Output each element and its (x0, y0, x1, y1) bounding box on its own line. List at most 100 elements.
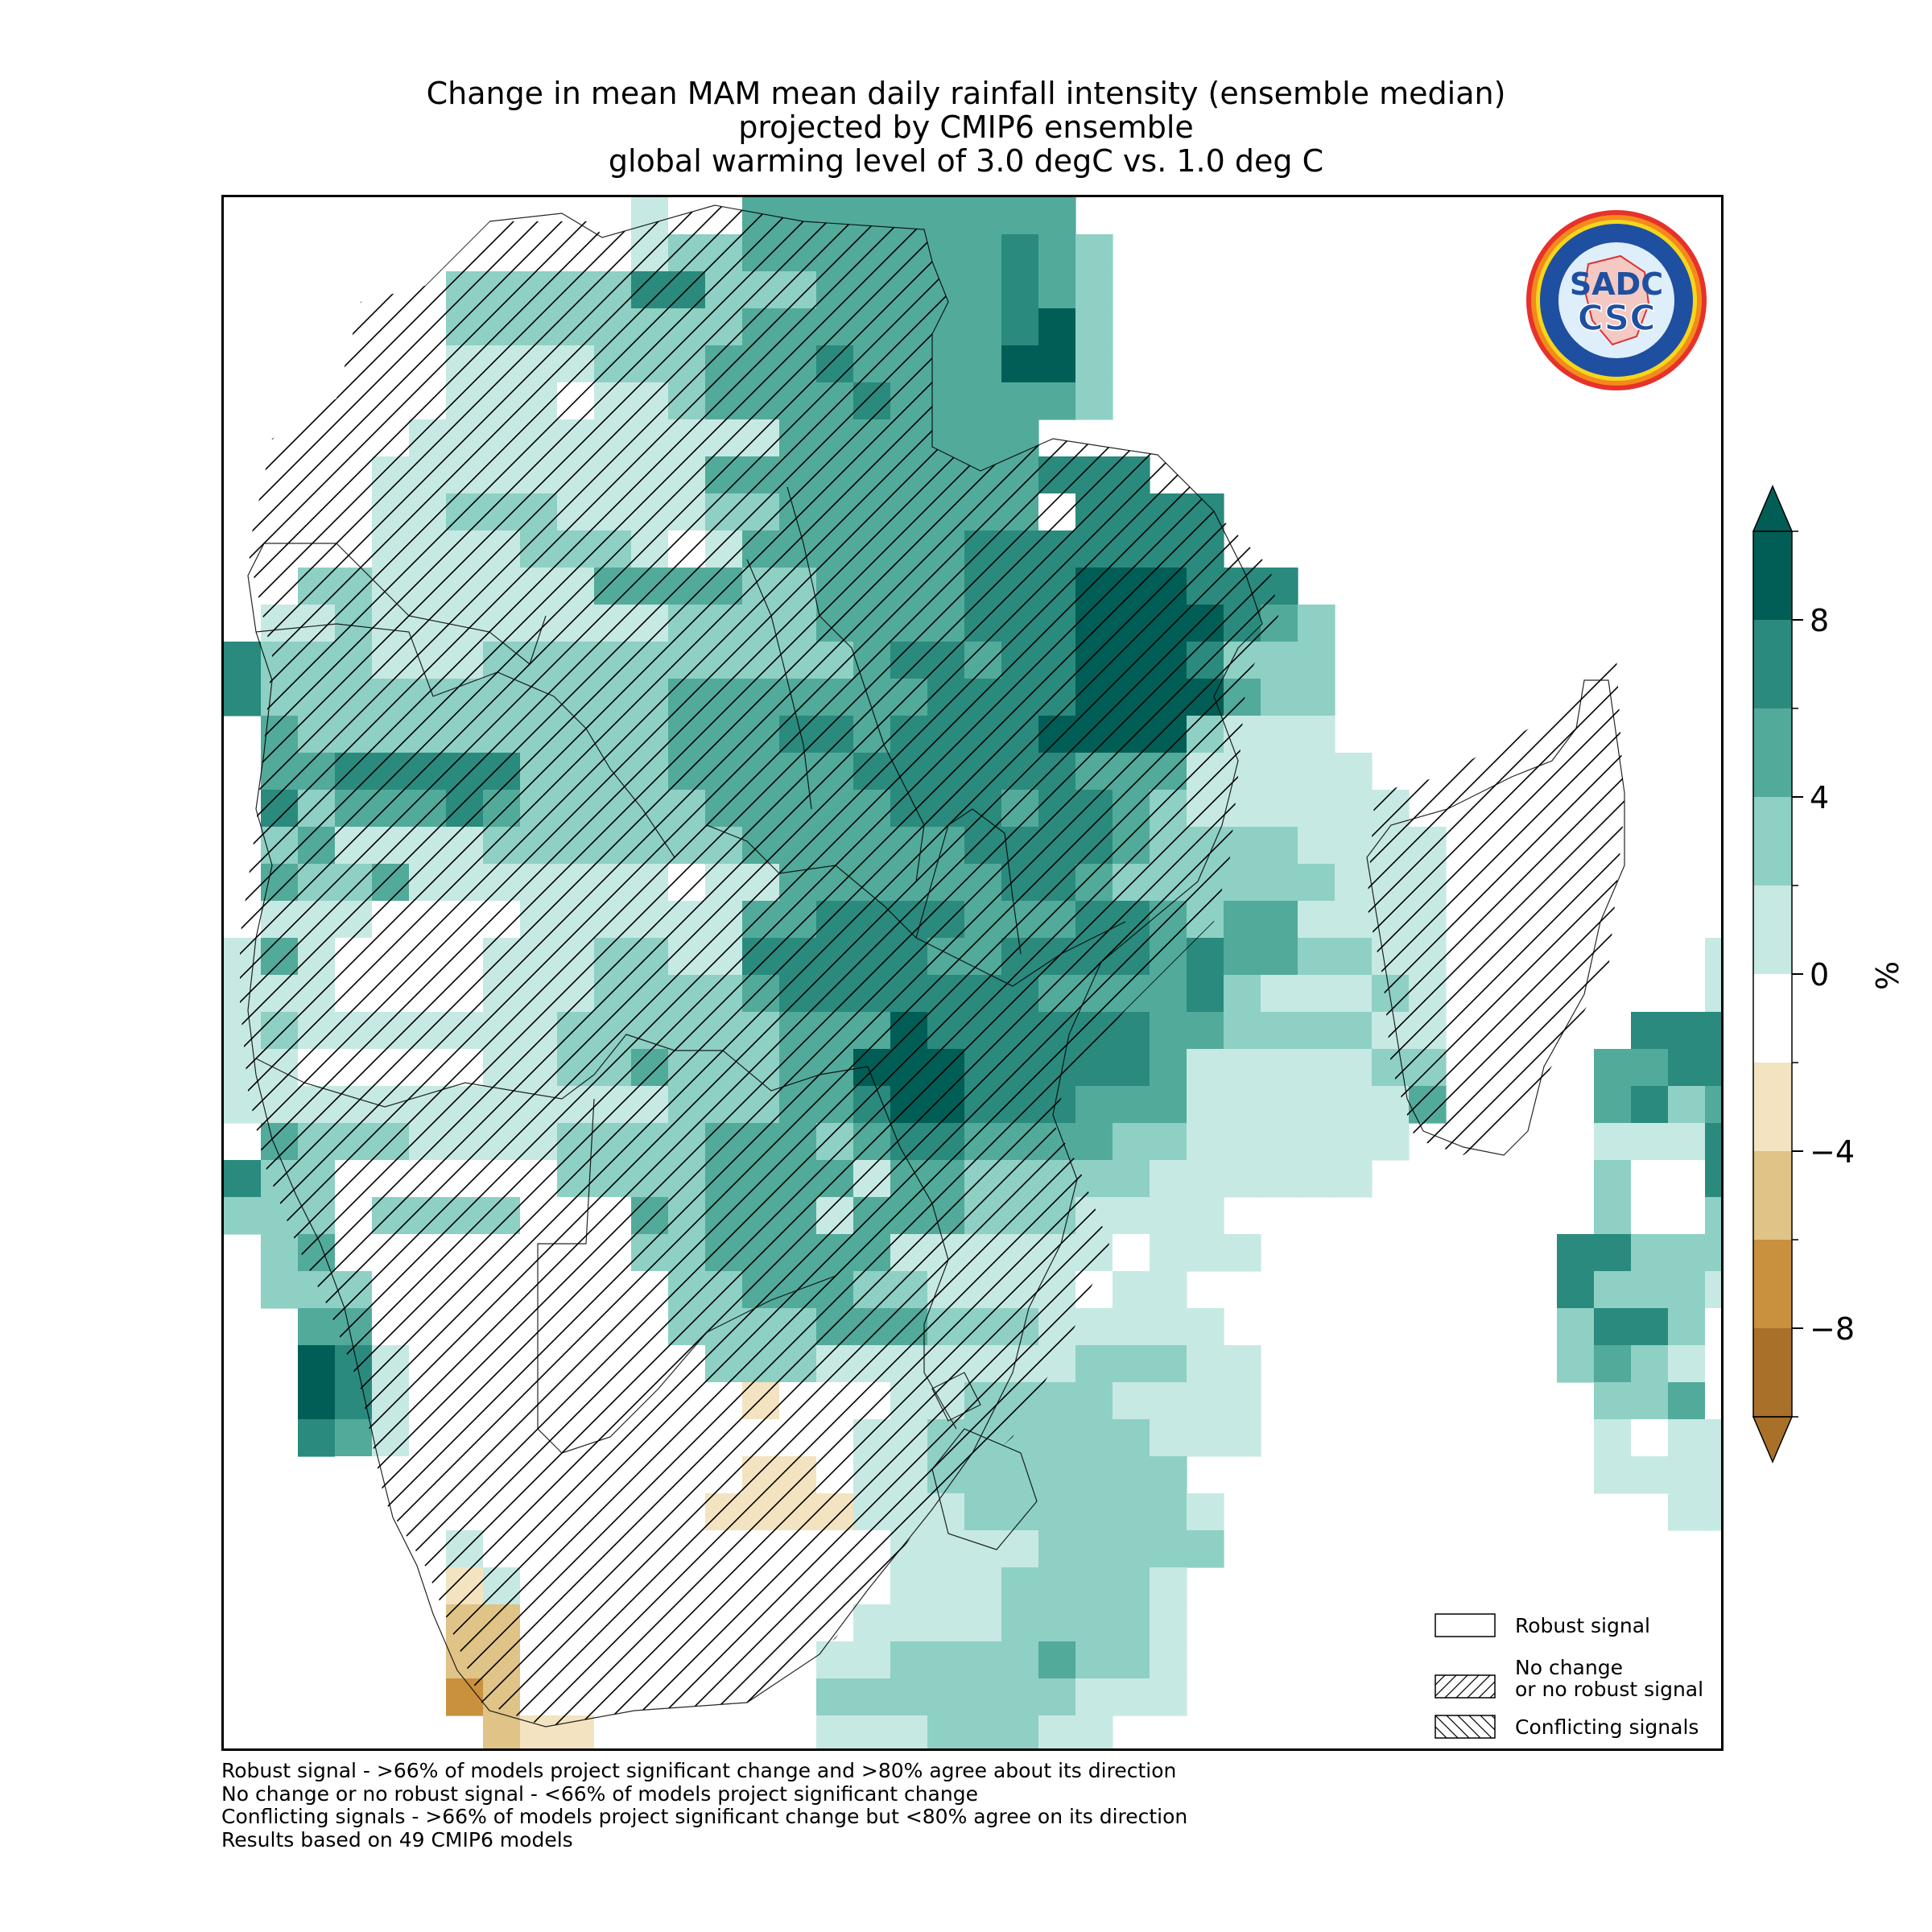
grid-cell (1150, 1197, 1187, 1235)
grid-cell (1335, 753, 1373, 791)
grid-cell (1298, 1049, 1335, 1087)
grid-cell (1335, 938, 1373, 976)
grid-cell (1187, 1160, 1224, 1198)
grid-cell (1261, 716, 1298, 753)
grid-cell (1705, 1382, 1721, 1420)
grid-cell (1335, 1012, 1373, 1050)
grid-cell (1038, 1678, 1076, 1716)
grid-cell (1187, 1493, 1224, 1531)
grid-cell (483, 1715, 521, 1748)
grid-cell (1038, 1382, 1076, 1420)
grid-cell (964, 382, 1002, 420)
grid-cell (1705, 1493, 1721, 1531)
grid-cell (1298, 790, 1335, 828)
grid-cell (1594, 1456, 1632, 1494)
grid-cell (1261, 938, 1298, 976)
grid-cell (1705, 1049, 1721, 1087)
grid-cell (1150, 1123, 1187, 1161)
grid-cell (1075, 1641, 1113, 1679)
grid-cell (927, 1604, 965, 1642)
grid-cell (964, 271, 1002, 309)
grid-cell (1038, 308, 1076, 346)
grid-cell (1298, 679, 1335, 716)
grid-cell (1668, 1123, 1706, 1161)
grid-cell (1261, 1012, 1298, 1050)
grid-cell (1038, 345, 1076, 383)
grid-cell (224, 642, 262, 679)
grid-cell (1038, 271, 1076, 309)
colorbar-segment (1753, 1328, 1792, 1417)
grid-cell (1113, 1234, 1150, 1272)
grid-cell (1150, 1530, 1187, 1568)
grid-cell (1557, 1308, 1595, 1346)
grid-cell (816, 1678, 854, 1716)
grid-cell (1001, 271, 1039, 309)
grid-cell (335, 1493, 373, 1531)
grid-cell (1335, 790, 1373, 828)
colorbar-tick-label: 0 (1810, 957, 1829, 993)
grid-cell (1150, 1086, 1187, 1124)
grid-cell (1001, 1567, 1039, 1605)
grid-cell (1594, 1086, 1632, 1124)
footnote-no-change: No change or no robust signal - <66% of … (221, 1781, 978, 1806)
sadc-csc-logo: SADC CSC (1526, 210, 1707, 390)
grid-cell (964, 419, 1002, 457)
grid-cell (1372, 1123, 1410, 1161)
chart-title: Change in mean MAM mean daily rainfall i… (0, 76, 1932, 178)
grid-cell (1038, 1604, 1076, 1642)
grid-cell (1113, 1271, 1150, 1309)
grid-cell (1187, 1012, 1224, 1050)
grid-cell (1187, 1345, 1224, 1383)
grid-cell (1224, 1382, 1261, 1420)
grid-cell (1705, 975, 1721, 1013)
grid-cell (1113, 1456, 1150, 1494)
grid-cell (1705, 1345, 1721, 1383)
grid-cell (224, 1197, 262, 1235)
grid-cell (261, 1271, 299, 1309)
grid-cell (1557, 1234, 1595, 1272)
grid-cell (1631, 1345, 1669, 1383)
grid-cell (964, 1493, 1002, 1531)
grid-cell (1298, 938, 1335, 976)
grid-cell (1075, 1086, 1113, 1124)
colorbar: 8 4 0 −4 −8 % (1752, 485, 1905, 1463)
grid-cell (1631, 1197, 1669, 1235)
grid-cell (1224, 1345, 1261, 1383)
grid-cell (298, 1308, 336, 1346)
grid-cell (1705, 1456, 1721, 1494)
grid-cell (1631, 1086, 1669, 1124)
grid-cell (1150, 1160, 1187, 1198)
grid-cell (1150, 1271, 1187, 1309)
grid-cell (1224, 901, 1261, 939)
grid-cell (890, 1715, 928, 1748)
title-line-2: projected by CMIP6 ensemble (738, 109, 1194, 145)
grid-cell (1594, 1197, 1632, 1235)
grid-cell (1631, 1012, 1669, 1050)
colorbar-tick-label: −4 (1810, 1134, 1855, 1170)
grid-cell (224, 1160, 262, 1198)
colorbar-segment (1753, 797, 1792, 886)
grid-cell (1298, 975, 1335, 1013)
colorbar-segment (1753, 531, 1792, 620)
grid-cell (1298, 1123, 1335, 1161)
grid-cell (1298, 605, 1335, 642)
grid-cell (1150, 1604, 1187, 1642)
colorbar-tick-label: 4 (1810, 780, 1829, 815)
grid-cell (1113, 1604, 1150, 1642)
grid-cell (890, 1641, 928, 1679)
border-zimbabwe-mozambique (867, 1066, 957, 1430)
grid-cell (1705, 1197, 1721, 1235)
colorbar-segment (1753, 1151, 1792, 1240)
grid-cell (1224, 1160, 1261, 1198)
colorbar-ticks: 8 4 0 −4 −8 (1792, 530, 1855, 1418)
grid-cell (1038, 1419, 1076, 1457)
grid-cell (1705, 1271, 1721, 1309)
grid-cell (1335, 864, 1373, 902)
legend-label-conflicting-signals: Conflicting signals (1515, 1715, 1699, 1739)
grid-cell (1113, 1086, 1150, 1124)
grid-cell (1150, 1308, 1187, 1346)
grid-cell (1150, 1419, 1187, 1457)
grid-cell (1150, 1345, 1187, 1383)
grid-cell (1038, 1641, 1076, 1679)
grid-cell (1075, 345, 1113, 383)
